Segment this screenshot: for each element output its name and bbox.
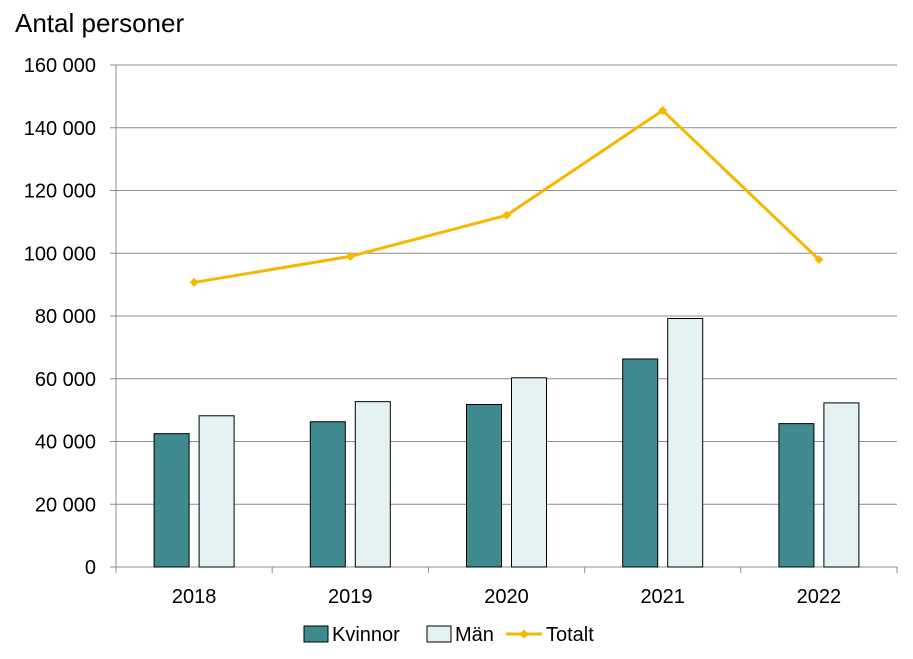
x-tick-label: 2018 (172, 586, 217, 608)
y-tick-label: 120 000 (24, 181, 96, 203)
axes: 0 20 000 40 000 60 000 80 000 100 000 120 000 1… (24, 55, 898, 608)
legend: Kvinnor Män Totalt (303, 624, 594, 646)
y-tick-label: 0 (85, 557, 96, 579)
y-tick-label: 60 000 (35, 369, 96, 391)
x-tick-label: 2021 (640, 586, 685, 608)
y-tick-label: 20 000 (35, 494, 96, 516)
legend-label: Män (455, 624, 494, 646)
bar-kvinnor (622, 358, 659, 568)
x-tick-label: 2019 (328, 586, 373, 608)
line-totalt (193, 108, 820, 284)
line-point-marker (814, 255, 824, 265)
line-point-marker (345, 251, 355, 261)
bar-män (354, 401, 391, 568)
y-tick-label: 80 000 (35, 306, 96, 328)
line-point-marker (658, 105, 668, 115)
line-point-marker (502, 210, 511, 220)
bar-män (511, 377, 547, 568)
bar-kvinnor (309, 421, 346, 568)
y-tick-label: 140 000 (24, 118, 96, 140)
bars (153, 318, 860, 568)
chart-title: Antal personer (15, 8, 185, 38)
x-tick-label: 2022 (797, 586, 842, 608)
bar-kvinnor (466, 403, 502, 568)
y-tick-label: 100 000 (24, 243, 96, 265)
legend-label: Totalt (546, 624, 594, 646)
legend-swatch-män (426, 625, 452, 643)
legend-swatch-kvinnor (303, 625, 329, 643)
bar-män (667, 318, 704, 568)
y-tick-label: 160 000 (24, 55, 96, 77)
gridlines (116, 64, 897, 505)
x-tick-label: 2020 (484, 586, 529, 608)
y-tick-label: 40 000 (35, 432, 96, 454)
bar-kvinnor (778, 423, 815, 568)
bar-män (823, 402, 860, 568)
legend-marker (519, 629, 529, 639)
line-point-marker (189, 277, 199, 287)
legend-label: Kvinnor (332, 624, 400, 646)
bar-män (198, 415, 235, 568)
total-line (189, 105, 824, 287)
bar-kvinnor (153, 433, 190, 568)
